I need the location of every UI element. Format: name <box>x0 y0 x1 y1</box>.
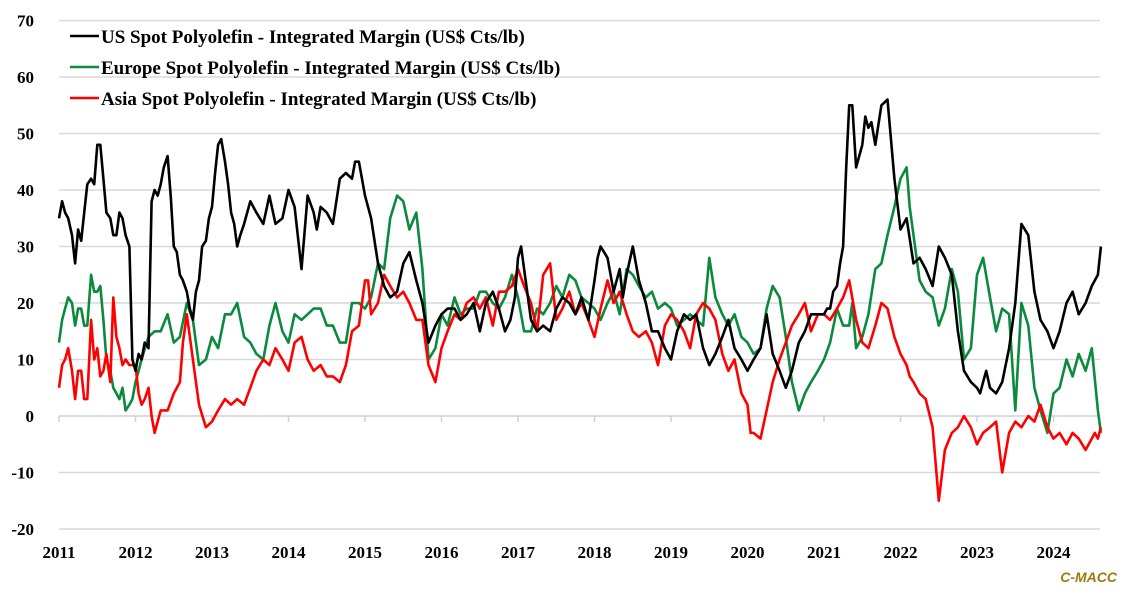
x-tick-label: 2024 <box>1037 543 1072 562</box>
legend-label-europe: Europe Spot Polyolefin - Integrated Marg… <box>101 58 560 79</box>
legend-label-asia: Asia Spot Polyolefin - Integrated Margin… <box>101 89 536 110</box>
series-line-europe <box>57 166 1103 435</box>
legend-label-us: US Spot Polyolefin - Integrated Margin (… <box>101 27 525 48</box>
y-tick-label: 60 <box>17 68 34 87</box>
y-tick-label: 50 <box>17 125 34 144</box>
series-line-us <box>57 98 1103 395</box>
y-tick-label: 20 <box>17 294 34 313</box>
x-tick-label: 2023 <box>960 543 994 562</box>
x-tick-label: 2015 <box>348 543 382 562</box>
legend: US Spot Polyolefin - Integrated Margin (… <box>70 27 560 110</box>
y-tick-label: -20 <box>11 520 34 539</box>
y-axis: -20 -10 0 10 20 30 40 50 60 70 <box>11 12 34 540</box>
y-tick-label: 10 <box>17 351 34 370</box>
y-tick-label: 70 <box>17 12 34 31</box>
x-tick-label: 2014 <box>272 543 307 562</box>
source-watermark: C-MACC <box>1060 569 1117 585</box>
x-tick-label: 2017 <box>501 543 536 562</box>
y-tick-label: 0 <box>26 407 35 426</box>
y-tick-label: 30 <box>17 238 34 257</box>
x-tick-label: 2019 <box>654 543 688 562</box>
x-tick-label: 2012 <box>119 543 153 562</box>
x-tick-label: 2020 <box>731 543 765 562</box>
series-lines <box>57 98 1103 503</box>
x-axis-ticks <box>58 416 1055 422</box>
x-tick-label: 2022 <box>884 543 918 562</box>
x-tick-label: 2021 <box>807 543 841 562</box>
x-tick-label: 2016 <box>425 543 459 562</box>
y-tick-label: 40 <box>17 181 34 200</box>
x-tick-label: 2011 <box>42 543 75 562</box>
x-tick-label: 2013 <box>195 543 229 562</box>
x-tick-label: 2018 <box>578 543 612 562</box>
x-axis: 2011 2012 2013 2014 2015 2016 2017 2018 2019 2020… <box>42 543 1071 562</box>
y-tick-label: -10 <box>11 464 34 483</box>
